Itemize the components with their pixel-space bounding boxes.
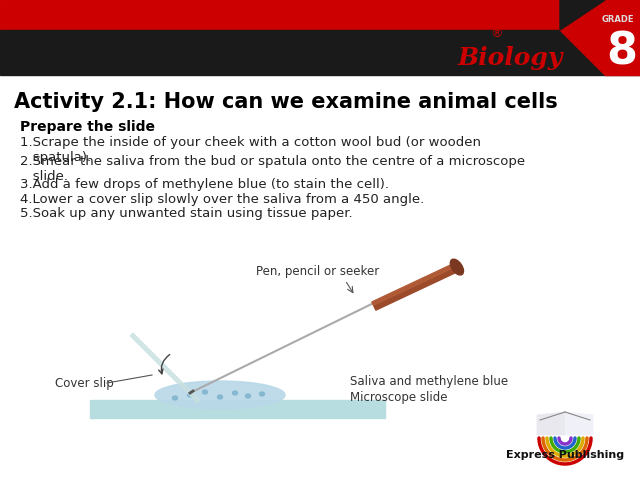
Text: Microscope slide: Microscope slide: [350, 391, 447, 404]
Ellipse shape: [259, 392, 264, 396]
Text: 1.Scrape the inside of your cheek with a cotton wool bud (or wooden
   spatula).: 1.Scrape the inside of your cheek with a…: [20, 136, 481, 164]
Bar: [90, 400, 385, 418]
Polygon shape: [565, 412, 593, 435]
Text: GRADE: GRADE: [602, 15, 634, 24]
Polygon shape: [537, 412, 565, 435]
Polygon shape: [560, 0, 605, 75]
Polygon shape: [605, 0, 640, 75]
Polygon shape: [560, 0, 605, 30]
Polygon shape: [372, 263, 456, 305]
Ellipse shape: [232, 391, 237, 395]
Text: Cover slip: Cover slip: [55, 376, 114, 389]
Text: Saliva and methylene blue: Saliva and methylene blue: [350, 375, 508, 388]
Text: Biology: Biology: [458, 46, 563, 70]
Text: Express Publishing: Express Publishing: [506, 450, 624, 460]
Text: ®: ®: [491, 27, 503, 40]
Ellipse shape: [451, 259, 463, 275]
Ellipse shape: [246, 394, 250, 398]
Text: 5.Soak up any unwanted stain using tissue paper.: 5.Soak up any unwanted stain using tissu…: [20, 207, 353, 220]
Text: Prepare the slide: Prepare the slide: [20, 120, 155, 134]
Bar: [0, 30, 640, 75]
Text: Pen, pencil or seeker: Pen, pencil or seeker: [257, 265, 380, 278]
Text: Activity 2.1: How can we examine animal cells: Activity 2.1: How can we examine animal …: [14, 92, 557, 112]
Ellipse shape: [155, 381, 285, 409]
Ellipse shape: [173, 396, 177, 400]
Ellipse shape: [202, 390, 207, 394]
Ellipse shape: [218, 395, 223, 399]
Ellipse shape: [188, 393, 193, 397]
Polygon shape: [130, 333, 200, 403]
FancyArrowPatch shape: [159, 355, 170, 374]
Bar: [0, 0, 640, 30]
Text: 8: 8: [607, 31, 637, 73]
Text: 4.Lower a cover slip slowly over the saliva from a 450 angle.: 4.Lower a cover slip slowly over the sal…: [20, 193, 424, 206]
Polygon shape: [372, 263, 459, 310]
Text: 3.Add a few drops of methylene blue (to stain the cell).: 3.Add a few drops of methylene blue (to …: [20, 178, 389, 191]
Text: 2.Smear the saliva from the bud or spatula onto the centre of a microscope
   sl: 2.Smear the saliva from the bud or spatu…: [20, 155, 525, 183]
